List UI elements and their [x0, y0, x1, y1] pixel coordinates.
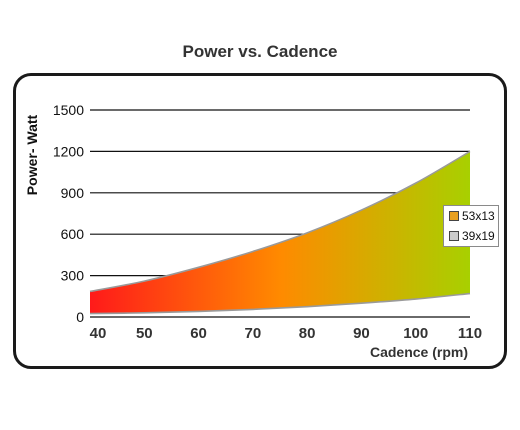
legend-swatch-2 [449, 231, 459, 241]
series-line-53x13 [89, 150, 471, 293]
x-tick-label: 40 [90, 325, 107, 342]
x-tick-label: 80 [299, 325, 316, 342]
legend-swatch-1 [449, 211, 459, 221]
legend-label-2: 39x19 [462, 229, 495, 243]
y-tick-label: 0 [76, 309, 84, 325]
x-tick-label: 110 [458, 325, 482, 342]
y-tick-label: 900 [61, 185, 85, 201]
x-tick-label: 70 [245, 325, 262, 342]
x-tick-label: 100 [403, 325, 428, 342]
x-axis-label: Cadence (rpm) [370, 344, 468, 360]
y-tick-label: 300 [61, 268, 85, 284]
x-tick-label: 60 [190, 325, 207, 342]
chart-title: Power vs. Cadence [182, 42, 338, 61]
y-tick-label: 1200 [53, 143, 84, 159]
x-tick-label: 50 [136, 325, 153, 342]
power-band-area [90, 151, 470, 314]
legend-label-1: 53x13 [462, 209, 495, 223]
y-tick-label: 600 [61, 226, 85, 242]
y-tick-label: 1500 [53, 102, 84, 118]
legend-item-2: 39x19 [444, 226, 498, 246]
y-axis-label: Power- Watt [24, 114, 40, 195]
legend-item-1: 53x13 [444, 206, 498, 226]
x-tick-label: 90 [353, 325, 370, 342]
legend: 53x13 39x19 [443, 205, 499, 247]
series-line-39x19 [89, 292, 471, 315]
